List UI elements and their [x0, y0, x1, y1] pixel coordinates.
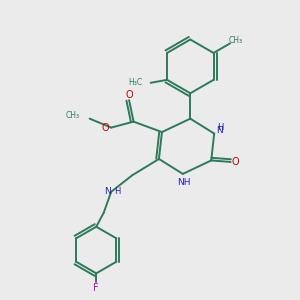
- Text: H: H: [218, 122, 224, 131]
- Text: CH₃: CH₃: [229, 36, 243, 45]
- Text: H₃C: H₃C: [128, 78, 142, 87]
- Text: N: N: [217, 126, 223, 135]
- Text: O: O: [102, 123, 110, 133]
- Text: H: H: [115, 187, 121, 196]
- Text: O: O: [125, 90, 133, 100]
- Text: CH₃: CH₃: [66, 111, 80, 120]
- Text: N: N: [104, 187, 111, 196]
- Text: O: O: [232, 157, 239, 167]
- Text: F: F: [93, 283, 99, 293]
- Text: NH: NH: [178, 178, 191, 187]
